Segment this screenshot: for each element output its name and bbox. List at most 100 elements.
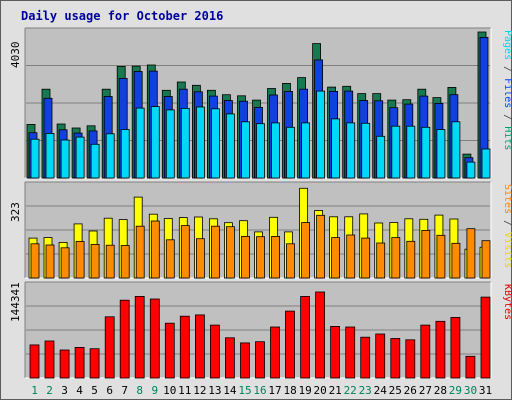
x-tick-label: 7	[121, 384, 128, 397]
bar-sites-day-15	[241, 235, 250, 279]
x-tick-label: 9	[151, 384, 158, 397]
bar-pages-day-17	[271, 122, 280, 179]
bar-kbytes-day-11	[179, 315, 190, 379]
bar-sites-day-23	[361, 237, 371, 279]
bar-kbytes-day-29	[450, 316, 461, 379]
x-tick-label: 24	[374, 384, 388, 397]
x-tick-label: 31	[479, 384, 492, 397]
bar-pages-day-26	[406, 125, 416, 179]
bar-sites-day-12	[195, 238, 205, 279]
bar-pages-day-20	[316, 90, 326, 179]
bar-sites-day-2	[45, 244, 55, 279]
bar-kbytes-day-13	[209, 324, 220, 379]
bar-sites-day-16	[256, 236, 265, 279]
bar-kbytes-day-16	[255, 341, 265, 379]
legend-entry: Files	[502, 78, 512, 108]
bar-pages-day-16	[256, 123, 265, 179]
x-tick-label: 5	[91, 384, 98, 397]
bar-pages-day-8	[135, 107, 145, 179]
bar-kbytes-day-12	[194, 314, 205, 379]
bar-kbytes-day-8	[134, 295, 145, 379]
bar-kbytes-day-24	[375, 333, 386, 379]
bar-sites-day-21	[331, 237, 341, 279]
bar-sites-day-8	[135, 225, 145, 279]
bar-pages-day-28	[436, 129, 446, 179]
x-tick-label: 13	[208, 384, 221, 397]
bar-sites-day-26	[406, 240, 416, 279]
bar-sites-day-22	[346, 234, 356, 279]
x-tick-label: 20	[313, 384, 326, 397]
bar-sites-day-13	[210, 225, 220, 279]
bar-sites-day-1	[30, 243, 40, 279]
x-tick-label: 22	[344, 384, 357, 397]
x-tick-label: 12	[193, 384, 206, 397]
legend-entry: Hits	[502, 126, 512, 150]
bar-sites-day-24	[376, 242, 386, 279]
x-tick-label: 16	[253, 384, 266, 397]
x-tick-label: 30	[464, 384, 477, 397]
x-tick-label: 15	[238, 384, 251, 397]
bar-sites-day-27	[421, 229, 431, 279]
bar-sites-day-9	[150, 220, 160, 279]
bar-pages-day-10	[165, 109, 175, 179]
bar-sites-day-19	[301, 222, 311, 279]
bar-kbytes-day-31	[480, 296, 491, 379]
bar-kbytes-day-3	[59, 349, 70, 379]
bar-sites-day-29	[451, 242, 461, 279]
x-tick-label: 21	[329, 384, 342, 397]
bar-kbytes-day-10	[164, 322, 175, 379]
x-tick-label: 10	[163, 384, 176, 397]
bar-kbytes-day-17	[270, 326, 280, 379]
y-max-label: 323	[9, 202, 22, 222]
y-max-label: 144341	[9, 282, 22, 322]
bar-pages-day-25	[391, 125, 401, 179]
bar-kbytes-day-4	[74, 346, 85, 379]
legend-entry: Pages	[502, 30, 512, 60]
bar-kbytes-day-2	[44, 340, 55, 379]
series-kbytes	[29, 291, 491, 379]
bar-kbytes-day-1	[29, 344, 40, 379]
bar-pages-day-22	[346, 122, 356, 179]
y-max-label: 4030	[9, 42, 22, 69]
bar-sites-day-31	[481, 240, 491, 279]
bar-pages-day-21	[331, 118, 341, 179]
x-tick-label: 14	[223, 384, 237, 397]
x-tick-label: 3	[61, 384, 68, 397]
bar-pages-day-29	[451, 121, 461, 179]
x-tick-label: 23	[359, 384, 372, 397]
bar-sites-day-14	[225, 226, 235, 279]
bar-pages-day-13	[210, 108, 220, 179]
panel-hits-files-pages: 4030 Pages / Files / Hits	[9, 27, 512, 179]
legend-entry: /	[502, 60, 512, 78]
bar-pages-day-23	[361, 122, 371, 179]
bar-pages-day-31	[481, 148, 491, 179]
bar-pages-day-2	[45, 132, 55, 179]
x-tick-label: 27	[419, 384, 432, 397]
legend-entry: /	[502, 108, 512, 126]
bar-pages-day-5	[90, 143, 100, 179]
bar-kbytes-day-7	[119, 299, 130, 379]
bar-pages-day-9	[150, 106, 160, 179]
bar-sites-day-28	[436, 234, 446, 279]
bar-kbytes-day-21	[330, 325, 341, 379]
bar-pages-day-27	[421, 126, 431, 179]
bar-kbytes-day-6	[104, 316, 115, 379]
bar-sites-day-3	[60, 247, 70, 279]
bar-sites-day-30	[466, 228, 476, 279]
bar-pages-day-30	[466, 161, 476, 179]
legend-entry: /	[502, 214, 512, 232]
bar-pages-day-19	[301, 122, 311, 179]
x-tick-label: 25	[389, 384, 402, 397]
bar-pages-day-14	[225, 113, 235, 179]
bar-sites-day-5	[90, 243, 100, 279]
bar-kbytes-day-28	[435, 320, 446, 379]
bar-kbytes-day-15	[240, 342, 250, 379]
legend-entry: Visits	[502, 232, 512, 268]
series-legend: KBytes	[502, 284, 512, 320]
bar-kbytes-day-23	[360, 336, 371, 379]
x-tick-label: 11	[178, 384, 191, 397]
series-legend: Sites / Visits	[502, 184, 512, 268]
panel-kbytes: 144341 KBytes	[9, 281, 512, 379]
